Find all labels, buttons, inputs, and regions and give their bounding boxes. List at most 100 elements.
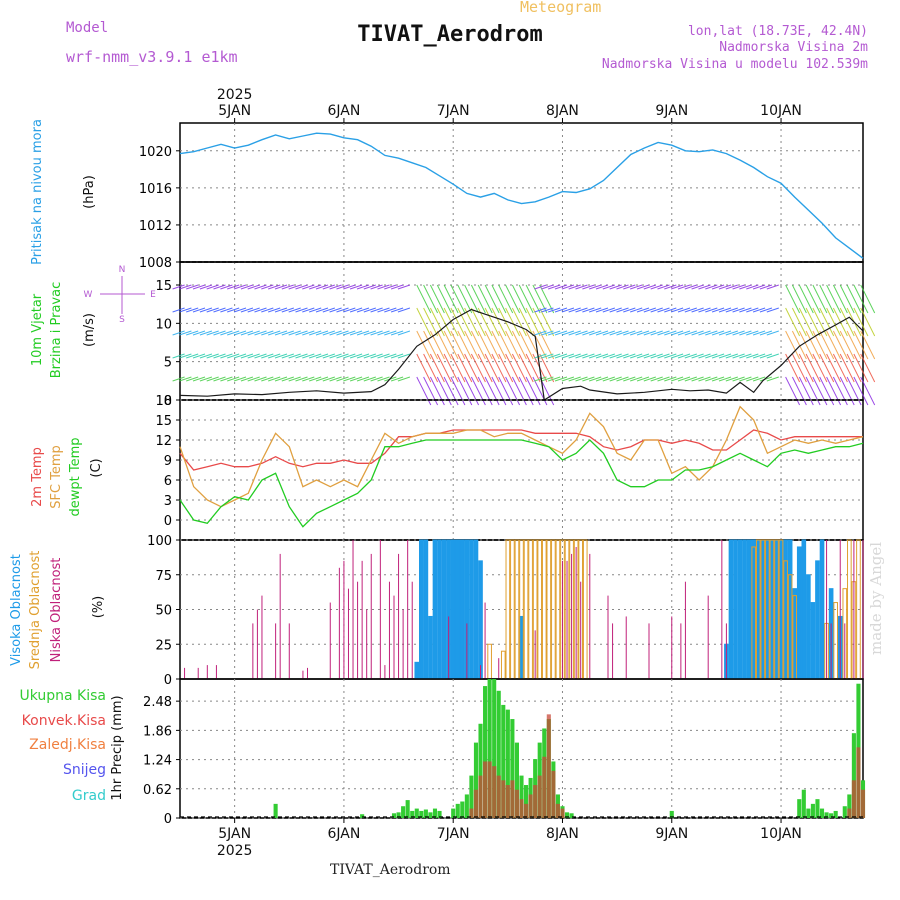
- wind-barb: [705, 330, 718, 336]
- wind-barb: [213, 284, 226, 290]
- wind-barb: [240, 284, 254, 290]
- pressure-ytick-label: 1008: [139, 256, 172, 271]
- wind-barb: [302, 376, 315, 382]
- cloud-ytick-label: 100: [147, 534, 172, 549]
- precip-bar-convective: [487, 761, 492, 818]
- bottom-xtick-label: 5JAN: [218, 826, 251, 842]
- wind-barb: [705, 353, 718, 359]
- wind-barb: [274, 353, 288, 359]
- wind-barb: [711, 376, 725, 382]
- precip-ylabel: 1hr Precip (mm): [110, 695, 125, 800]
- wind-barb: [322, 284, 335, 290]
- cloud-bar-high: [469, 539, 474, 680]
- wind-barb: [363, 353, 376, 359]
- elevation-label: Nadmorska Visina 2m: [719, 40, 868, 55]
- wind-barb: [732, 307, 745, 313]
- wind-barb: [534, 284, 547, 290]
- precip-bar-total: [469, 775, 474, 818]
- wind-barb: [477, 330, 493, 360]
- wind-barb: [450, 307, 466, 337]
- wind-barb: [650, 353, 663, 359]
- precip-bar-total: [564, 812, 570, 818]
- wind-barb: [416, 376, 432, 406]
- wind-barb: [302, 284, 315, 290]
- wind-barb: [206, 307, 219, 313]
- wind-barb: [534, 330, 547, 336]
- wind-barb: [718, 284, 732, 290]
- wind-barb: [582, 284, 595, 290]
- wind-barb: [630, 307, 643, 313]
- wind-barb: [172, 307, 185, 313]
- wind-barb: [436, 307, 452, 337]
- wind-barb: [397, 284, 411, 290]
- wind-barb: [785, 330, 801, 360]
- wind-barb: [227, 376, 240, 382]
- precip-legend-item: Snijeg: [63, 762, 106, 778]
- wind-barb: [732, 353, 745, 359]
- cloud-ylabel-low: Niska Oblacnost: [49, 558, 64, 663]
- wind-barb: [443, 330, 459, 360]
- wind-barb: [805, 284, 821, 314]
- precip-bar-total: [829, 813, 834, 818]
- wind-barb: [423, 284, 439, 314]
- cloud-bar-high: [519, 615, 524, 680]
- wind-barb: [766, 284, 779, 290]
- wind-barb: [397, 353, 411, 359]
- wind-ytick-label: 10: [155, 317, 172, 332]
- cloud-bar-high: [428, 615, 433, 680]
- precip-bar-total: [510, 719, 515, 818]
- wind-barb: [860, 353, 876, 383]
- precip-bar-total: [496, 690, 501, 818]
- cloud-bar-high: [765, 539, 770, 680]
- wind-barb: [623, 353, 636, 359]
- wind-ytick-label: 0: [164, 394, 172, 409]
- footer-station: TIVAT_Aerodrom: [330, 862, 451, 878]
- cloud-bar-high: [751, 539, 757, 680]
- wind-barb: [315, 307, 329, 313]
- wind-barb: [343, 376, 356, 382]
- wind-barb: [281, 376, 294, 382]
- wind-barb: [725, 284, 738, 290]
- wind-barb: [630, 330, 643, 336]
- wind-barb: [766, 307, 779, 313]
- wind-barb: [575, 353, 588, 359]
- precip-bar-total: [851, 733, 856, 818]
- wind-barb: [589, 376, 602, 382]
- wind-barb: [791, 307, 807, 337]
- wind-barb: [302, 330, 315, 336]
- wind-barb: [343, 353, 356, 359]
- wind-barb: [329, 307, 342, 313]
- wind-barb: [798, 307, 814, 337]
- wind-barb: [561, 307, 575, 313]
- wind-barb: [336, 284, 349, 290]
- wind-barb: [568, 330, 581, 336]
- wind-barb: [268, 353, 281, 359]
- cloud-bar-high: [728, 539, 734, 680]
- wind-barb: [220, 353, 233, 359]
- precip-bar-total: [437, 810, 442, 818]
- wind-barb: [464, 353, 480, 383]
- wind-barb: [525, 307, 541, 337]
- cloud-ylabel-mid: Srednja Oblacnost: [28, 551, 43, 670]
- temperature-ytick-label: 0: [164, 514, 172, 529]
- wind-barb: [464, 307, 480, 337]
- wind-barb: [548, 376, 561, 382]
- wind-barb: [677, 330, 691, 336]
- wind-barb: [377, 376, 390, 382]
- wind-barb: [657, 284, 670, 290]
- wind-barb: [739, 353, 752, 359]
- cloud-bar-high: [478, 560, 483, 680]
- wind-barb: [616, 284, 629, 290]
- temperature-ytick-label: 6: [164, 474, 172, 489]
- wind-barb: [602, 330, 615, 336]
- temp-ylabel-dewpt: dewpt Temp: [68, 437, 83, 516]
- wind-barb: [227, 353, 240, 359]
- wind-barb: [554, 330, 568, 336]
- wind-barb: [839, 284, 855, 314]
- wind-barb: [746, 376, 759, 382]
- wind-barb: [785, 284, 801, 314]
- wind-ytick-label: 5: [164, 356, 172, 371]
- wind-barb: [798, 284, 814, 314]
- wind-barb: [657, 330, 670, 336]
- wind-barb: [491, 284, 507, 314]
